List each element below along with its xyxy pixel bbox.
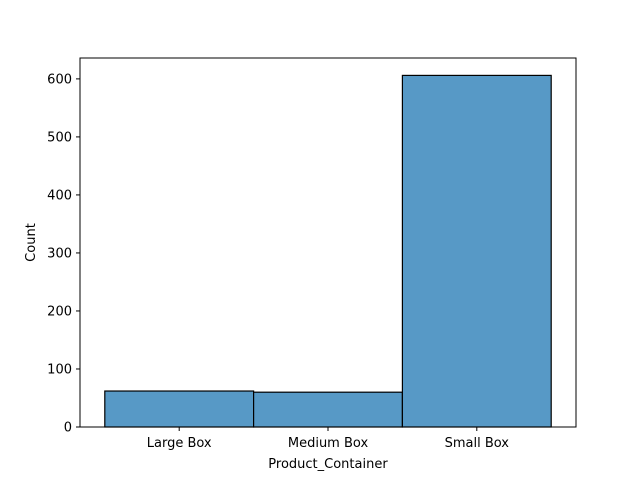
x-tick-label: Small Box [445, 436, 510, 451]
y-tick-label: 0 [64, 421, 72, 436]
y-tick-label: 100 [47, 362, 72, 377]
plot-area-frame [79, 57, 577, 428]
x-axis-ticks: Large Box Medium Box Small Box [147, 427, 510, 451]
bar-medium-box [253, 391, 404, 428]
bar-large-box [104, 390, 255, 428]
bars [104, 74, 552, 428]
y-axis-ticks: 0 100 200 300 400 500 600 [47, 72, 80, 436]
y-tick-label: 200 [47, 304, 72, 319]
bar-small-box [401, 74, 552, 428]
x-tick-label: Large Box [147, 436, 212, 451]
x-axis-label: Product_Container [268, 457, 388, 472]
y-tick-label: 400 [47, 188, 72, 203]
x-tick-label: Medium Box [288, 436, 369, 451]
y-tick-label: 500 [47, 130, 72, 145]
y-tick-label: 300 [47, 246, 72, 261]
y-axis-label: Count [24, 223, 39, 262]
y-tick-label: 600 [47, 72, 72, 87]
